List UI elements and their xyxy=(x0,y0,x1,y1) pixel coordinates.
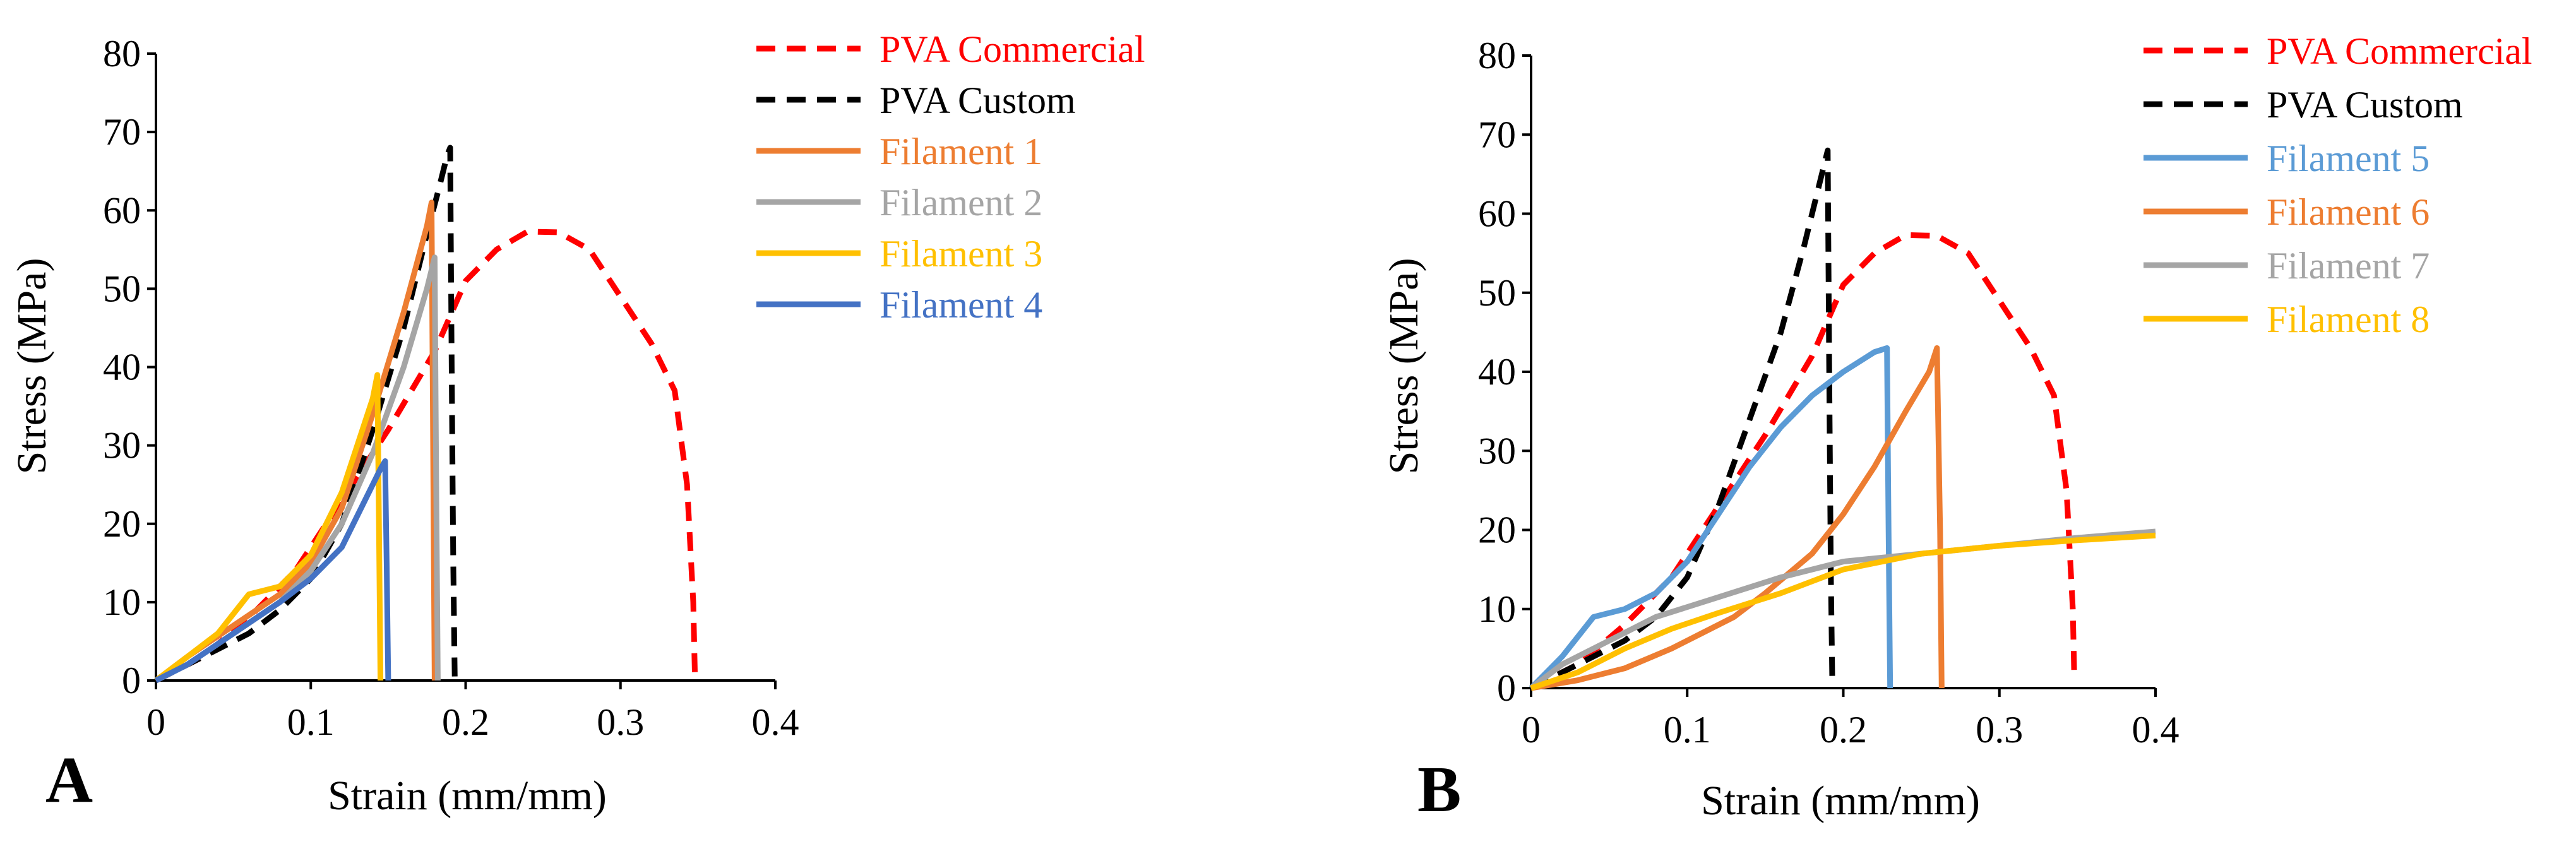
legend-label-filament-6: Filament 6 xyxy=(2267,191,2430,233)
legend-label-filament-8: Filament 8 xyxy=(2267,299,2430,340)
y-tick-label: 70 xyxy=(1478,114,1516,155)
y-tick-label: 50 xyxy=(103,268,141,309)
y-tick-label: 70 xyxy=(103,111,141,153)
series-filament-1 xyxy=(154,199,438,683)
legend-label-filament-1: Filament 1 xyxy=(880,131,1042,172)
legend-label-pva-commercial: PVA Commercial xyxy=(2267,30,2532,72)
series-pva-custom xyxy=(1529,147,1835,691)
panel-a: A 0 10 20 30 40 50 60 70 80 0 0.1 0.2 0.3 0.4 PVA Com… xyxy=(9,28,1145,819)
series-filament-3 xyxy=(154,372,384,683)
y-tick-label: 60 xyxy=(103,189,141,231)
y-tick-label: 0 xyxy=(122,660,141,701)
series-filament-2 xyxy=(154,254,441,684)
y-tick-label: 10 xyxy=(1478,588,1516,630)
y-tick-label: 80 xyxy=(103,33,141,74)
legend-label-pva-custom: PVA Custom xyxy=(2267,84,2463,126)
x-tick-label: 0.2 xyxy=(442,701,489,743)
y-tick-label: 20 xyxy=(103,503,141,545)
panel-a-y-axis-title: Stress (MPa) xyxy=(9,258,55,475)
panel-b-letter: B xyxy=(1417,753,1461,826)
series-pva-commercial xyxy=(1529,232,2077,691)
series-filament-8 xyxy=(1530,532,2156,691)
legend-label-filament-3: Filament 3 xyxy=(880,233,1042,275)
y-tick-label: 20 xyxy=(1478,509,1516,551)
legend-label-pva-custom: PVA Custom xyxy=(880,80,1076,121)
series-filament-4 xyxy=(154,458,391,684)
series-filament-5 xyxy=(1529,345,1893,691)
legend-label-filament-2: Filament 2 xyxy=(880,182,1042,223)
series-pva-custom xyxy=(154,145,458,684)
panel-b-legend: PVA Commercial PVA Custom Filament 5 Filame… xyxy=(2144,30,2532,340)
y-tick-label: 0 xyxy=(1497,667,1516,709)
x-tick-label: 0.2 xyxy=(1820,709,1867,751)
x-tick-label: 0 xyxy=(1522,709,1541,751)
panel-a-legend: PVA Commercial PVA Custom Filament 1 Filame… xyxy=(756,28,1145,326)
legend-label-filament-5: Filament 5 xyxy=(2267,138,2430,179)
panel-a-axes: 0 10 20 30 40 50 60 70 80 0 0.1 0.2 0.3 0.4 xyxy=(103,33,799,743)
panel-b-x-axis-title: Strain (mm/mm) xyxy=(1701,778,1980,824)
panel-b-axes: 0 10 20 30 40 50 60 70 80 0 0.1 0.2 0.3 0.4 xyxy=(1478,35,2179,751)
x-tick-label: 0.3 xyxy=(1976,709,2023,751)
panel-b-y-axis-title: Stress (MPa) xyxy=(1381,258,1427,475)
legend-label-filament-7: Filament 7 xyxy=(2267,245,2430,287)
legend-label-filament-4: Filament 4 xyxy=(880,284,1042,326)
x-tick-label: 0.3 xyxy=(597,701,644,743)
panel-b-series xyxy=(1529,147,2156,691)
x-tick-label: 0.1 xyxy=(287,701,335,743)
panel-a-letter: A xyxy=(45,744,93,816)
y-tick-label: 40 xyxy=(1478,351,1516,393)
panel-b: B 0 10 20 30 40 50 60 70 80 0 0.1 0.2 0.3 0.4 PVA Com… xyxy=(1381,30,2532,826)
legend-label-pva-commercial: PVA Commercial xyxy=(880,28,1145,70)
y-tick-label: 30 xyxy=(103,425,141,467)
series-filament-6 xyxy=(1530,345,1945,691)
panel-a-x-axis-title: Strain (mm/mm) xyxy=(328,773,607,819)
y-tick-label: 60 xyxy=(1478,193,1516,235)
x-tick-label: 0.4 xyxy=(752,701,799,743)
y-tick-label: 40 xyxy=(103,347,141,388)
x-tick-label: 0.4 xyxy=(2132,709,2179,751)
y-tick-label: 30 xyxy=(1478,430,1516,472)
x-tick-label: 0 xyxy=(146,701,165,743)
y-tick-label: 10 xyxy=(103,581,141,623)
y-tick-label: 50 xyxy=(1478,272,1516,314)
y-tick-label: 80 xyxy=(1478,35,1516,76)
panel-a-series xyxy=(154,145,698,684)
x-tick-label: 0.1 xyxy=(1664,709,1711,751)
